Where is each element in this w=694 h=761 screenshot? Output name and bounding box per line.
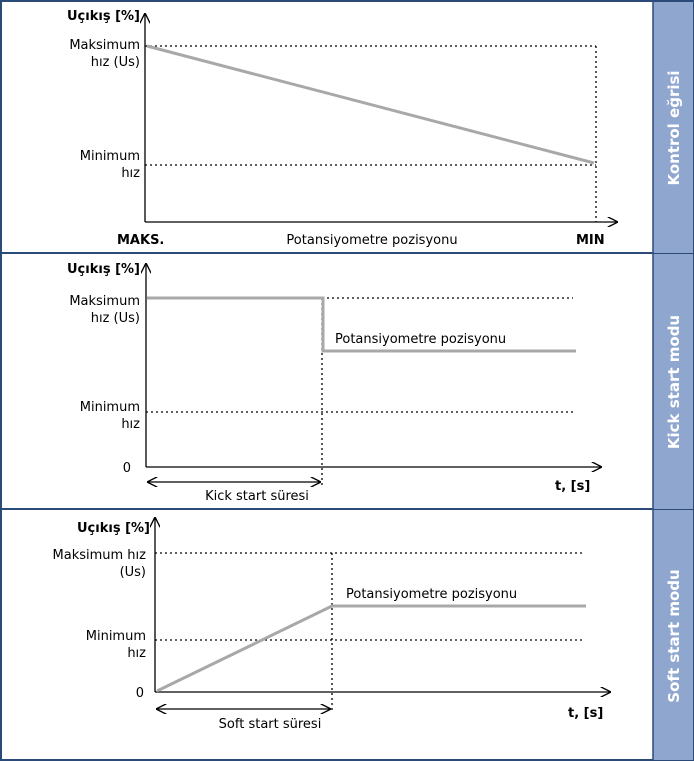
soft-start-curve xyxy=(156,604,586,693)
panel-2-side-label: Kick start modu xyxy=(665,315,683,449)
y-axis-title: Uçıkış [%] xyxy=(67,262,140,277)
max-label-line-2: hız (Us) xyxy=(91,311,140,326)
y-axis-title: Uçıkış [%] xyxy=(67,9,140,24)
sidebar-panel-1 xyxy=(653,2,693,253)
min-label-line-1: Minimum xyxy=(80,149,140,164)
min-label-line-1: Minimum xyxy=(86,629,146,644)
x-right-label: MIN xyxy=(576,233,605,248)
sidebar-panel-2 xyxy=(653,254,693,509)
panel-3-side-label: Soft start modu xyxy=(665,569,683,702)
curve-label: Potansiyometre pozisyonu xyxy=(346,587,517,602)
panel-control-curve: Uçıkış [%] Maksimum hız (Us) Minimum hız… xyxy=(67,9,617,248)
duration-label: Kick start süresi xyxy=(205,489,309,504)
y-axis-title: Uçıkış [%] xyxy=(77,521,150,536)
min-label-line-2: hız xyxy=(127,646,146,661)
min-label-line-2: hız xyxy=(121,166,140,181)
curve-label: Potansiyometre pozisyonu xyxy=(335,332,506,347)
x-left-label: MAKS. xyxy=(117,233,164,248)
sidebar-panel-3 xyxy=(653,510,693,760)
x-axis-title: t, [s] xyxy=(568,706,603,721)
max-label-line-2: (Us) xyxy=(120,565,146,580)
max-label-line-1: Maksimum hız xyxy=(53,548,147,563)
max-label-line-1: Maksimum xyxy=(69,294,140,309)
min-label-line-1: Minimum xyxy=(80,400,140,415)
panel-kick-start: Uçıkış [%] Maksimum hız (Us) Minimum hız… xyxy=(67,262,601,504)
panel-soft-start: Uçıkış [%] Maksimum hız (Us) Minimum hız… xyxy=(53,518,610,732)
x-center-label: Potansiyometre pozisyonu xyxy=(286,233,457,248)
max-label-line-2: hız (Us) xyxy=(91,55,140,70)
max-label-line-1: Maksimum xyxy=(69,38,140,53)
control-curve xyxy=(146,44,595,165)
min-label-line-2: hız xyxy=(121,417,140,432)
zero-label: 0 xyxy=(123,461,131,476)
zero-label: 0 xyxy=(136,686,144,701)
x-axis-title: t, [s] xyxy=(555,479,590,494)
kick-start-curve xyxy=(147,296,576,353)
duration-label: Soft start süresi xyxy=(219,717,322,732)
panel-1-side-label: Kontrol eğrisi xyxy=(665,70,683,185)
